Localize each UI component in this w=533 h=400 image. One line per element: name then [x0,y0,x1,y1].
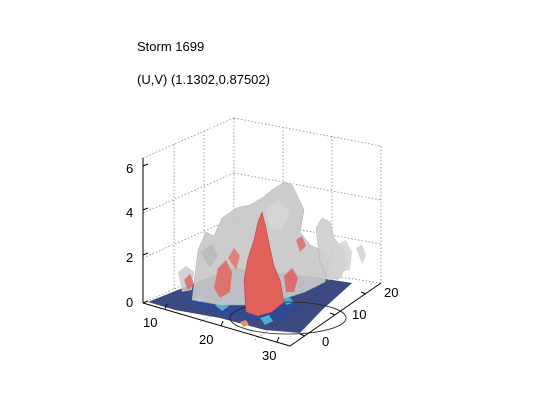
z-tick-label: 4 [126,205,133,220]
y-tick-label: 20 [384,285,398,300]
figure-title: Storm 1699 [137,39,205,54]
x-tick-label: 10 [143,315,157,330]
figure-subtitle: (U,V) (1.1302,0.87502) [137,72,270,87]
z-tick-label: 2 [126,250,133,265]
y-tick-label: 10 [352,307,366,322]
y-tick-label: 0 [322,334,329,349]
inner-isosurface [184,211,306,317]
z-tick-label: 0 [126,295,133,310]
z-tick-label: 6 [126,161,133,176]
axes-lines [142,158,382,347]
x-axis-line [142,302,291,347]
x-tick-label: 30 [262,348,276,363]
x-tick-label: 20 [199,332,213,347]
